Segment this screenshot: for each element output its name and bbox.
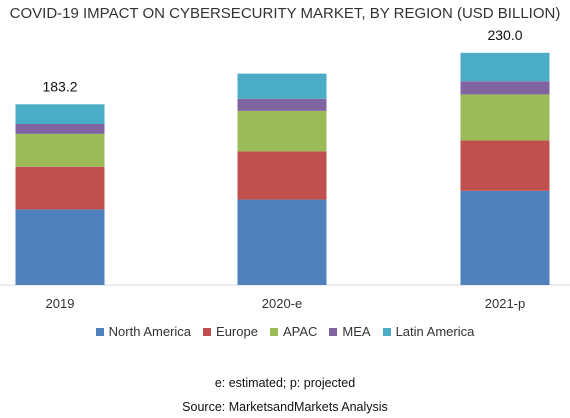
legend-item-latin-america: Latin America <box>382 324 475 339</box>
legend-label: MEA <box>342 324 371 339</box>
total-label-2021-p: 230.0 <box>487 27 522 43</box>
bar-segment-north-america-2019 <box>15 209 105 285</box>
chart-title: COVID-19 IMPACT ON CYBERSECURITY MARKET,… <box>9 5 561 22</box>
bar-segment-apac-2019 <box>15 133 105 167</box>
x-tick-label-2021-p: 2021-p <box>485 296 525 311</box>
legend-item-mea: MEA <box>329 324 371 339</box>
x-tick-label-2020-e: 2020-e <box>262 296 302 311</box>
bar-segment-north-america-2021-p <box>460 190 550 285</box>
legend-swatch <box>382 327 391 336</box>
bar-segment-europe-2020-e <box>237 151 327 200</box>
legend-item-europe: Europe <box>203 324 258 339</box>
bar-segment-north-america-2020-e <box>237 199 327 285</box>
bar-segment-latin-america-2019 <box>15 104 105 124</box>
legend-item-apac: APAC <box>269 324 318 339</box>
bar-segment-apac-2021-p <box>460 94 550 141</box>
legend-label: Europe <box>216 324 258 339</box>
bar-segment-apac-2020-e <box>237 110 327 152</box>
total-label-2019: 183.2 <box>42 78 77 94</box>
legend-label: APAC <box>282 324 318 339</box>
bar-segment-latin-america-2021-p <box>460 52 550 82</box>
bar-segment-europe-2019 <box>15 166 105 210</box>
footnote-estimates: e: estimated; p: projected <box>214 376 356 390</box>
bar-segment-mea-2020-e <box>237 98 327 111</box>
legend-swatch <box>269 327 278 336</box>
bar-segment-mea-2021-p <box>460 81 550 95</box>
source-note: Source: MarketsandMarkets Analysis <box>182 400 388 414</box>
bar-segment-mea-2019 <box>15 124 105 134</box>
legend-label: Latin America <box>395 324 475 339</box>
legend-swatch <box>203 327 212 336</box>
x-tick-label-2019: 2019 <box>46 296 75 311</box>
bar-segment-latin-america-2020-e <box>237 73 327 99</box>
legend-item-north-america: North America <box>95 324 192 339</box>
bar-segment-europe-2021-p <box>460 140 550 191</box>
legend-swatch <box>329 327 338 336</box>
legend-label: North America <box>108 324 192 339</box>
legend-swatch <box>95 327 104 336</box>
chart-legend: North America Europe APAC MEA Latin America <box>0 324 570 339</box>
